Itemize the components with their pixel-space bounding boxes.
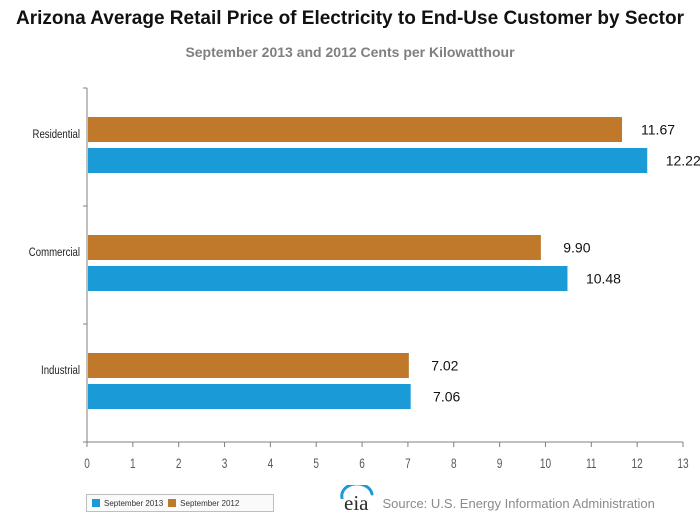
legend-swatch-2013 bbox=[92, 499, 100, 507]
legend-label-2012: September 2012 bbox=[180, 498, 240, 508]
data-label-residential-2013: 12.22 bbox=[666, 153, 700, 169]
x-tick-label: 4 bbox=[268, 455, 274, 471]
data-label-industrial-2013: 7.06 bbox=[433, 389, 460, 405]
x-tick-label: 0 bbox=[84, 455, 90, 471]
data-label-residential-2012: 11.67 bbox=[641, 122, 675, 138]
bar-industrial-2013 bbox=[88, 384, 411, 409]
x-tick-label: 12 bbox=[632, 455, 643, 471]
x-tick-label: 13 bbox=[677, 455, 688, 471]
category-label-residential: Residential bbox=[33, 128, 80, 141]
source-text: Source: U.S. Energy Information Administ… bbox=[382, 495, 655, 511]
x-tick-label: 8 bbox=[451, 455, 457, 471]
x-tick-label: 10 bbox=[540, 455, 551, 471]
data-label-commercial-2012: 9.90 bbox=[563, 240, 590, 256]
legend-item-2013: September 2013 bbox=[92, 499, 163, 508]
x-tick-label: 6 bbox=[359, 455, 365, 471]
bar-commercial-2012 bbox=[88, 235, 541, 260]
category-label-industrial: Industrial bbox=[41, 364, 80, 377]
category-label-commercial: Commercial bbox=[29, 246, 80, 259]
chart-subtitle: September 2013 and 2012 Cents per Kilowa… bbox=[185, 44, 515, 60]
legend-swatch-2012 bbox=[168, 499, 177, 507]
legend-item-2012: September 2012 bbox=[168, 499, 239, 508]
eia-logo: eia bbox=[340, 484, 374, 515]
bar-commercial-2013 bbox=[88, 266, 568, 291]
data-label-industrial-2012: 7.02 bbox=[431, 358, 458, 374]
x-tick-label: 9 bbox=[497, 455, 503, 471]
x-tick-label: 2 bbox=[176, 455, 182, 471]
legend: September 2013 September 2012 bbox=[86, 494, 274, 512]
bar-industrial-2012 bbox=[88, 353, 409, 378]
x-tick-label: 11 bbox=[586, 455, 597, 471]
x-tick-label: 5 bbox=[313, 455, 319, 471]
chart-title: Arizona Average Retail Price of Electric… bbox=[15, 8, 684, 29]
bar-residential-2012 bbox=[88, 117, 623, 142]
x-tick-label: 1 bbox=[130, 455, 136, 471]
data-label-commercial-2013: 10.48 bbox=[586, 271, 621, 287]
legend-label-2013: September 2013 bbox=[104, 498, 164, 508]
eia-logo-text: eia bbox=[344, 490, 369, 515]
source-footer: eia Source: U.S. Energy Information Admi… bbox=[340, 484, 655, 516]
bar-residential-2013 bbox=[88, 148, 648, 173]
eia-logo-arc-icon bbox=[340, 484, 374, 499]
x-tick-label: 7 bbox=[405, 455, 411, 471]
x-tick-label: 3 bbox=[222, 455, 228, 471]
